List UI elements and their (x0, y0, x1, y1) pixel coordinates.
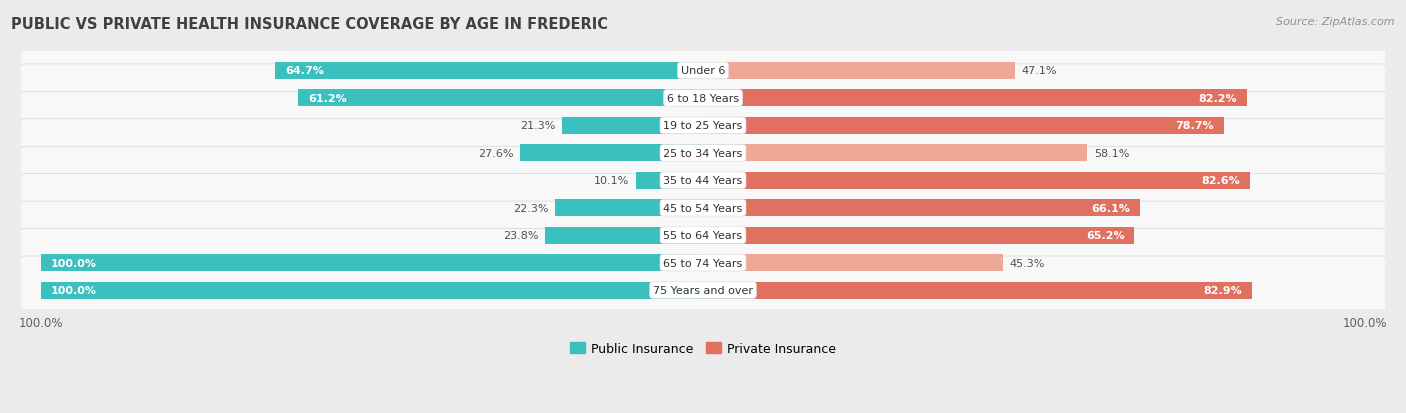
Text: 100.0%: 100.0% (51, 285, 97, 295)
FancyBboxPatch shape (18, 37, 1388, 105)
Text: Under 6: Under 6 (681, 66, 725, 76)
Text: 100.0%: 100.0% (51, 258, 97, 268)
Text: 25 to 34 Years: 25 to 34 Years (664, 148, 742, 159)
Bar (703, 227, 1135, 244)
FancyBboxPatch shape (18, 147, 1388, 215)
Text: 45 to 54 Years: 45 to 54 Years (664, 203, 742, 213)
Text: 82.9%: 82.9% (1204, 285, 1241, 295)
FancyBboxPatch shape (18, 229, 1388, 297)
FancyBboxPatch shape (18, 65, 1388, 133)
FancyBboxPatch shape (18, 147, 1388, 215)
FancyBboxPatch shape (18, 65, 1388, 133)
Bar (703, 145, 1087, 162)
Text: 65 to 74 Years: 65 to 74 Years (664, 258, 742, 268)
Text: PUBLIC VS PRIVATE HEALTH INSURANCE COVERAGE BY AGE IN FREDERIC: PUBLIC VS PRIVATE HEALTH INSURANCE COVER… (11, 17, 609, 31)
Text: 47.1%: 47.1% (1021, 66, 1057, 76)
Text: 65.2%: 65.2% (1085, 230, 1125, 241)
Text: 10.1%: 10.1% (595, 176, 630, 186)
FancyBboxPatch shape (18, 202, 1388, 270)
Text: 64.7%: 64.7% (285, 66, 323, 76)
Text: 55 to 64 Years: 55 to 64 Years (664, 230, 742, 241)
FancyBboxPatch shape (18, 229, 1388, 297)
Bar (520, 145, 703, 162)
FancyBboxPatch shape (18, 174, 1388, 242)
Bar (703, 282, 1251, 299)
Bar (274, 63, 703, 80)
Text: 78.7%: 78.7% (1175, 121, 1213, 131)
FancyBboxPatch shape (18, 92, 1388, 160)
Text: 19 to 25 Years: 19 to 25 Years (664, 121, 742, 131)
Bar (703, 118, 1223, 135)
Bar (703, 254, 1002, 271)
FancyBboxPatch shape (18, 174, 1388, 242)
Bar (555, 200, 703, 217)
Text: 75 Years and over: 75 Years and over (652, 285, 754, 295)
Bar (703, 90, 1247, 107)
FancyBboxPatch shape (18, 92, 1388, 160)
Text: 82.6%: 82.6% (1201, 176, 1240, 186)
Bar (703, 63, 1015, 80)
Bar (41, 282, 703, 299)
Bar (636, 172, 703, 189)
Text: Source: ZipAtlas.com: Source: ZipAtlas.com (1277, 17, 1395, 26)
Text: 27.6%: 27.6% (478, 148, 513, 159)
Text: 21.3%: 21.3% (520, 121, 555, 131)
FancyBboxPatch shape (18, 119, 1388, 188)
Bar (298, 90, 703, 107)
Bar (546, 227, 703, 244)
Bar (41, 254, 703, 271)
Text: 22.3%: 22.3% (513, 203, 548, 213)
Text: 66.1%: 66.1% (1091, 203, 1130, 213)
Bar (562, 118, 703, 135)
Legend: Public Insurance, Private Insurance: Public Insurance, Private Insurance (565, 337, 841, 360)
FancyBboxPatch shape (18, 256, 1388, 324)
Text: 61.2%: 61.2% (308, 94, 347, 104)
FancyBboxPatch shape (18, 202, 1388, 270)
Text: 23.8%: 23.8% (503, 230, 538, 241)
Text: 6 to 18 Years: 6 to 18 Years (666, 94, 740, 104)
Bar (703, 172, 1250, 189)
FancyBboxPatch shape (18, 119, 1388, 188)
Bar (703, 200, 1140, 217)
FancyBboxPatch shape (18, 37, 1388, 105)
FancyBboxPatch shape (18, 256, 1388, 324)
Text: 82.2%: 82.2% (1198, 94, 1237, 104)
Text: 58.1%: 58.1% (1094, 148, 1129, 159)
Text: 45.3%: 45.3% (1010, 258, 1045, 268)
Text: 35 to 44 Years: 35 to 44 Years (664, 176, 742, 186)
